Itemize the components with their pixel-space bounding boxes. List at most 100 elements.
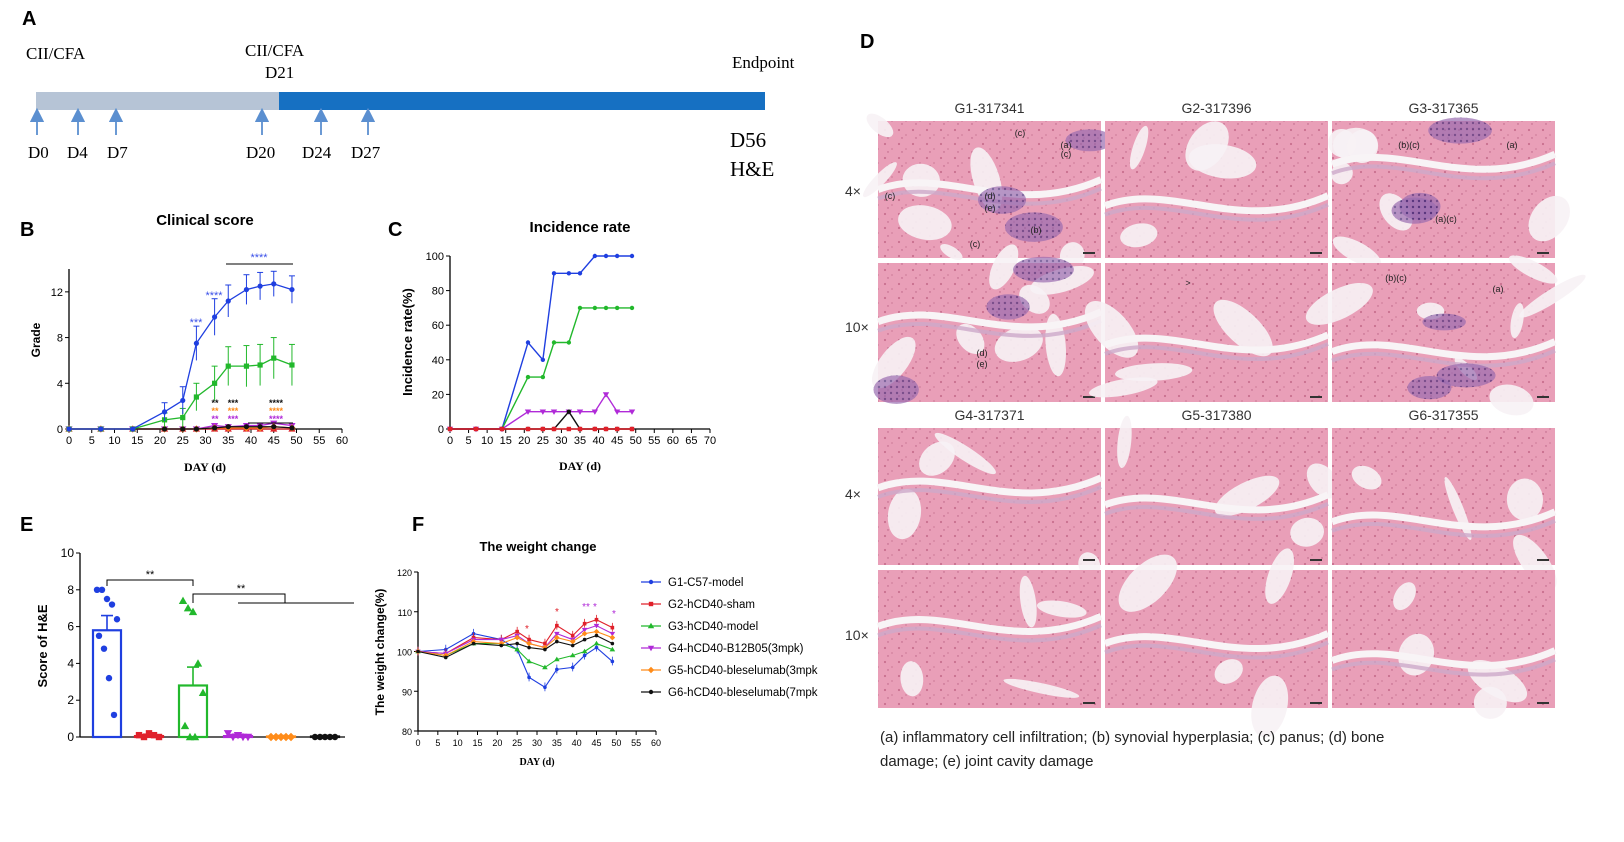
legend-entry: G1-C57-model xyxy=(668,577,743,589)
significance-mark: **** xyxy=(269,406,284,416)
data-point xyxy=(180,426,186,432)
histology-legend-line-1: (a) inflammatory cell infiltration; (b) … xyxy=(880,729,1384,746)
data-point xyxy=(551,426,557,432)
x-tick-label: 55 xyxy=(648,435,660,447)
data-point xyxy=(93,586,101,593)
data-point xyxy=(311,733,319,741)
data-point xyxy=(193,426,199,432)
significance-mark: * xyxy=(593,602,597,613)
significance-mark: * xyxy=(555,607,559,618)
data-point xyxy=(198,688,208,697)
y-tick-label: 8 xyxy=(57,333,63,345)
data-point xyxy=(613,409,621,415)
joint-space xyxy=(1330,508,1557,531)
magnification-label: 4× xyxy=(845,486,861,502)
significance-mark: ** xyxy=(211,398,219,408)
significance-mark: ** xyxy=(211,414,219,424)
panel-a-timeline: A CII/CFA CII/CFA D21 Endpoint D0 D4 D7 D20… xyxy=(22,8,795,181)
y-tick-label: 100 xyxy=(397,648,412,658)
panel-label-a: A xyxy=(22,8,36,30)
histology-image xyxy=(1084,263,1330,402)
y-tick-label: 4 xyxy=(57,378,63,390)
y-tick-label: 80 xyxy=(402,727,412,737)
y-tick-label: 120 xyxy=(397,568,412,578)
data-point xyxy=(514,634,520,641)
significance-mark: **** xyxy=(250,252,268,264)
cartilage-layer xyxy=(1331,348,1556,368)
data-point xyxy=(416,649,420,654)
inflammatory-infiltrate xyxy=(1407,376,1452,400)
joint-space xyxy=(1103,491,1330,514)
x-tick-label: 50 xyxy=(290,435,302,447)
series-line-G1-C57-model xyxy=(450,255,632,430)
data-point xyxy=(614,426,620,432)
x-tick-label: 20 xyxy=(492,738,502,748)
data-point xyxy=(527,645,531,650)
histology-image xyxy=(1330,570,1557,719)
data-point xyxy=(257,424,263,430)
scale-bar xyxy=(1310,702,1322,704)
marrow-space xyxy=(1290,517,1324,547)
significance-mark: *** xyxy=(228,406,239,416)
data-point xyxy=(594,633,599,638)
legend-swatch-marker xyxy=(647,666,655,674)
data-point xyxy=(514,646,520,652)
data-point xyxy=(110,711,118,719)
scale-bar xyxy=(1083,559,1095,561)
marrow-space xyxy=(1213,299,1273,357)
y-tick-label: 110 xyxy=(398,608,412,618)
marrow-space xyxy=(940,244,963,261)
marrow-space xyxy=(1332,236,1382,268)
x-tick-label: 50 xyxy=(611,738,621,748)
data-point xyxy=(271,281,277,287)
legend-entry: G5-hCD40-bleselumab(3mpk xyxy=(668,665,818,677)
y-tick-label: 8 xyxy=(67,583,74,597)
data-point xyxy=(326,733,334,741)
joint-space xyxy=(876,176,1103,199)
data-point xyxy=(66,426,72,432)
x-tick-label: 60 xyxy=(651,738,661,748)
joint-space xyxy=(1103,630,1330,652)
data-point xyxy=(193,340,199,346)
timeline-phase-2-bar xyxy=(279,92,765,110)
histology-group-label: G3-317365 xyxy=(1408,100,1478,116)
data-point xyxy=(108,601,116,608)
inflammatory-infiltrate xyxy=(1065,129,1114,152)
marrow-space xyxy=(866,113,894,138)
histology-legend-line-2: damage; (e) joint cavity damage xyxy=(880,753,1093,770)
data-point xyxy=(193,659,203,667)
chart-c-xlabel: DAY (d) xyxy=(559,459,601,473)
histology-group-label: G4-317371 xyxy=(954,407,1024,423)
dose-day-label: D4 xyxy=(67,143,88,162)
x-tick-label: 70 xyxy=(704,435,716,447)
x-tick-label: 30 xyxy=(199,435,211,447)
bar-G1 xyxy=(91,629,123,739)
boost-day-label: D21 xyxy=(265,63,294,82)
y-tick-label: 6 xyxy=(67,620,74,634)
data-point xyxy=(473,426,479,432)
data-point xyxy=(551,340,557,345)
marrow-space xyxy=(1118,554,1178,612)
chart-b-title: Clinical score xyxy=(156,212,254,229)
scale-bar xyxy=(1537,702,1549,704)
data-point xyxy=(243,363,250,369)
chart-b-ylabel: Grade xyxy=(29,322,43,357)
data-point xyxy=(551,271,557,276)
chart-e-ylabel: Score of H&E xyxy=(35,604,50,687)
marrow-space xyxy=(1003,678,1080,698)
chart-b-xlabel: DAY (d) xyxy=(184,460,226,474)
data-point xyxy=(498,637,505,643)
marrow-space xyxy=(1305,282,1373,325)
data-point xyxy=(581,627,588,633)
histology-annotation: (b) xyxy=(1031,225,1042,235)
significance-mark: ** xyxy=(237,583,246,595)
x-tick-label: 15 xyxy=(472,738,482,748)
marrow-space xyxy=(1115,363,1193,382)
marrow-space xyxy=(1129,125,1149,170)
data-point xyxy=(271,424,277,430)
y-tick-label: 0 xyxy=(438,424,444,436)
dose-day-label: D24 xyxy=(302,143,332,162)
endpoint-label: Endpoint xyxy=(732,53,795,72)
joint-space xyxy=(1330,338,1557,361)
data-point xyxy=(145,730,153,737)
